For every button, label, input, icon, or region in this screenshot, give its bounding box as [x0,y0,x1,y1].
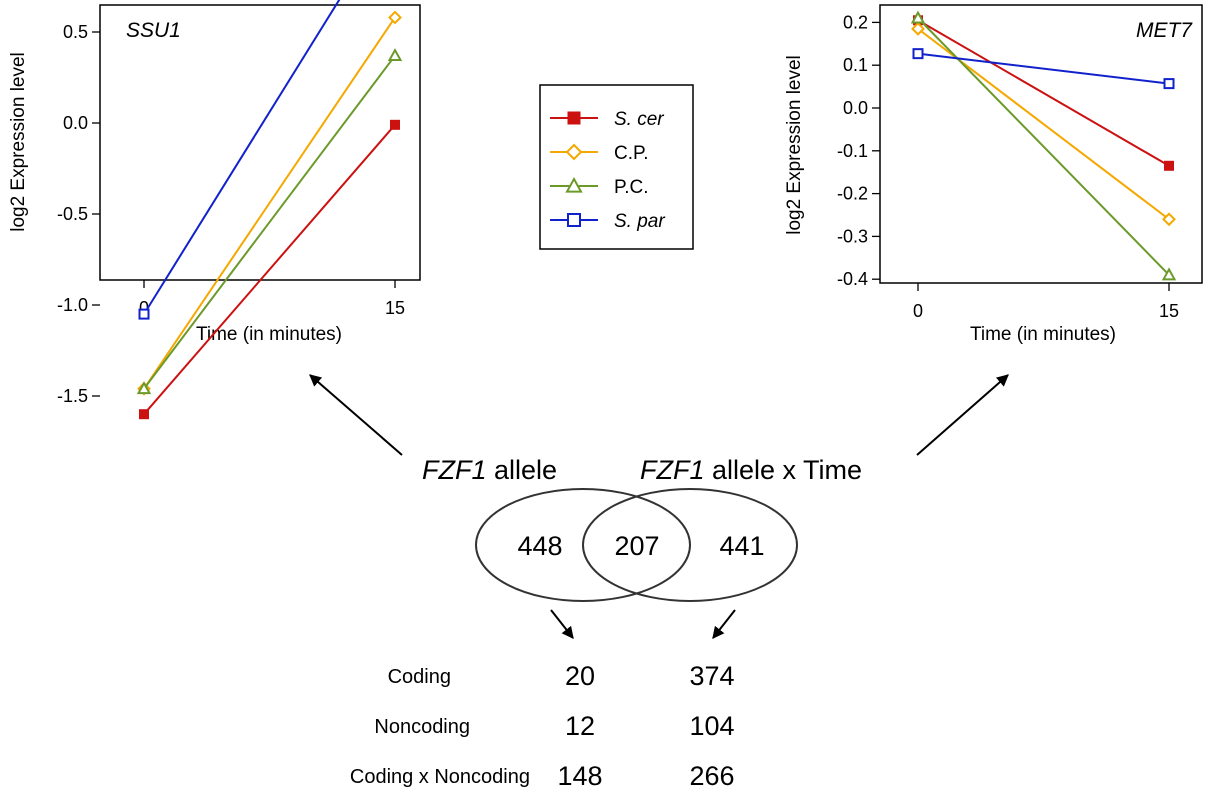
row-right-coding: 374 [689,661,734,691]
legend-label: C.P. [614,143,649,164]
ssu1-title: SSU1 [126,19,181,42]
venn-left-circle [475,488,691,602]
met7-point-s-cer [1164,160,1174,171]
ssu1-series-line-c-p [143,16,396,390]
met7-point-s-par [912,48,924,60]
ssu1-chart: SSU1 log2 Expression level Time (in minu… [8,0,421,420]
venn-left-label: FZF1 allele [422,455,557,485]
legend-label: S. par [614,211,665,232]
met7-point-p-c [910,10,926,24]
ssu1-series-line-p-c [143,55,396,390]
ssu1-series-line-s-cer [143,124,396,415]
ssu1-y-axis-label: log2 Expression level [8,52,29,232]
met7-x-tick-label: 15 [1159,301,1179,321]
ssu1-plot-frame [99,4,421,281]
arrow-to-met7 [916,374,1009,456]
ssu1-y-tick-label: 0.0 [63,113,88,133]
met7-y-tick-label: -0.1 [837,141,868,161]
met7-x-tick-label: 0 [913,301,923,321]
legend-marker [565,143,583,161]
row-label-coding-x-noncoding: Coding x Noncoding [350,766,530,788]
ssu1-point-s-cer [390,119,400,130]
met7-y-tick-label: -0.4 [837,269,868,289]
ssu1-y-tick-label: -1.0 [57,295,88,315]
breakdown-table: Coding 20 374 Noncoding 12 104 Coding x … [350,661,735,791]
arrow-left-down [550,609,574,639]
venn-right-count: 441 [719,531,764,561]
row-left-noncoding: 12 [565,711,595,741]
legend-marker [565,176,583,193]
met7-title: MET7 [1136,19,1193,42]
met7-point-p-c [1161,267,1177,281]
ssu1-point-c-p [388,10,402,25]
met7-y-axis-label: log2 Expression level [784,55,805,235]
venn-left-count: 448 [517,531,562,561]
row-right-coding-x-noncoding: 266 [689,761,734,791]
legend-marker [567,213,581,227]
row-label-noncoding: Noncoding [374,716,470,738]
ssu1-point-s-cer [139,409,149,420]
venn-left-gene: FZF1 [422,455,487,485]
ssu1-y-tick-label: -0.5 [57,204,88,224]
met7-point-c-p [911,21,925,36]
ssu1-y-tick-label: -1.5 [57,386,88,406]
met7-y-tick-label: 0.1 [843,55,868,75]
venn-left-label-rest: allele [487,455,558,485]
met7-plot-frame [879,4,1203,284]
met7-y-tick-label: -0.2 [837,184,868,204]
met7-y-tick-label: -0.3 [837,226,868,246]
met7-series-line-s-cer [917,19,1170,167]
venn-right-label: FZF1 allele x Time [640,455,862,485]
row-right-noncoding: 104 [689,711,734,741]
met7-series-line-p-c [917,17,1170,276]
met7-point-c-p [1162,212,1176,227]
venn-right-gene: FZF1 [640,455,705,485]
met7-chart: MET7 log2 Expression level Time (in minu… [784,4,1203,345]
venn-right-label-rest: allele x Time [705,455,863,485]
ssu1-x-axis-label: Time (in minutes) [196,324,342,345]
row-left-coding-x-noncoding: 148 [557,761,602,791]
legend: S. cer C.P. P.C. S. par [539,84,694,250]
ssu1-y-tick-label: 0.5 [63,22,88,42]
ssu1-point-p-c [136,381,152,395]
row-label-coding: Coding [388,666,451,688]
ssu1-point-p-c [387,48,403,62]
legend-label: P.C. [614,177,649,198]
arrow-to-ssu1 [309,374,403,456]
met7-y-tick-label: 0.2 [843,12,868,32]
met7-point-s-par [1163,78,1175,90]
ssu1-point-s-par [138,308,150,320]
venn-overlap-count: 207 [614,531,659,561]
legend-label: S. cer [614,109,664,130]
met7-y-tick-label: 0.0 [843,98,868,118]
ssu1-x-tick-label: 0 [139,298,149,318]
ssu1-series-line-s-par [143,0,341,315]
arrow-right-down [712,609,736,639]
row-left-coding: 20 [565,661,595,691]
legend-marker [567,111,581,125]
legend-frame [539,84,694,250]
venn-right-circle [582,488,798,602]
met7-series-line-s-par [917,52,1170,85]
ssu1-x-tick-label: 15 [385,298,405,318]
met7-x-axis-label: Time (in minutes) [970,324,1116,345]
